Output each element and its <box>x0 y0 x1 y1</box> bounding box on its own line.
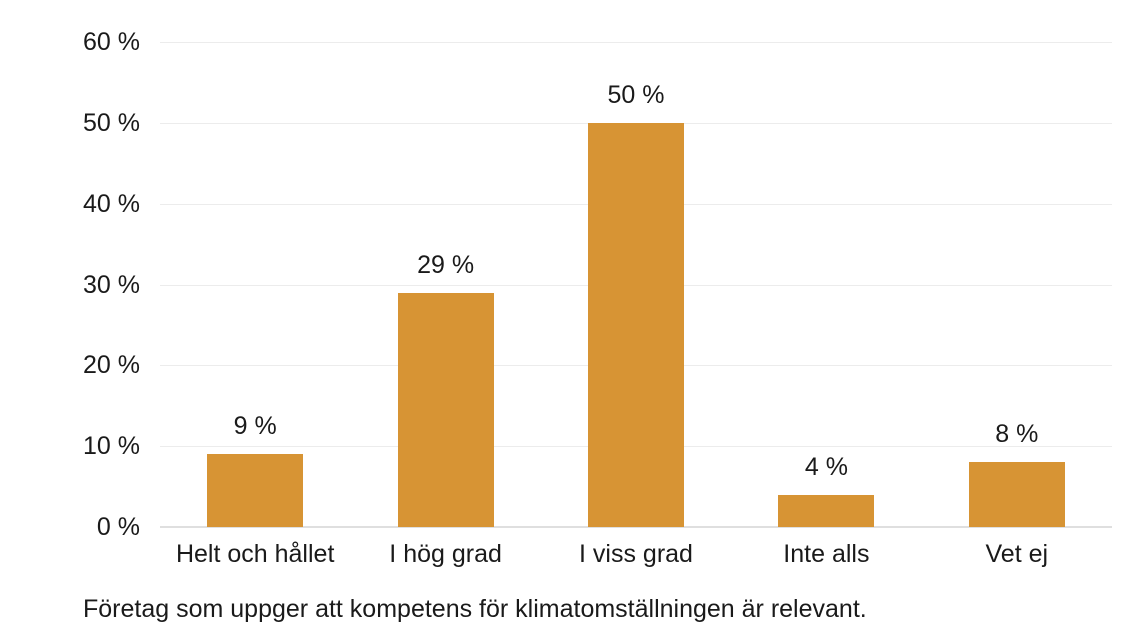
x-axis-category-label: I hög grad <box>389 540 502 568</box>
bar <box>968 462 1065 527</box>
bar-value-label: 50 % <box>607 80 665 109</box>
gridline <box>160 42 1112 43</box>
y-axis-tick-label: 60 % <box>83 28 140 56</box>
y-axis-tick-label: 10 % <box>83 432 140 461</box>
x-axis-line <box>160 526 1112 528</box>
bar <box>207 454 304 527</box>
bar-value-label: 9 % <box>233 412 277 441</box>
bar-value-label: 8 % <box>995 420 1039 449</box>
x-axis-category-label: Inte alls <box>783 540 870 568</box>
bar <box>588 122 684 527</box>
bar-value-label: 29 % <box>417 250 475 279</box>
bar <box>778 494 875 527</box>
bar <box>397 292 494 527</box>
chart-caption: Företag som uppger att kompetens för kli… <box>83 595 867 623</box>
x-axis-category-label: Helt och hållet <box>175 540 335 568</box>
y-axis-tick-label: 0 % <box>96 513 140 541</box>
y-axis-tick-label: 50 % <box>83 108 140 137</box>
bar-value-label: 4 % <box>804 452 848 481</box>
x-axis-category-label: I viss grad <box>579 540 693 568</box>
y-axis-tick-label: 30 % <box>83 270 140 299</box>
plot-area: 9 % 29 % 50 % 4 % 8 % <box>160 42 1112 528</box>
x-axis-category-label: Vet ej <box>985 540 1049 568</box>
y-axis-tick-label: 20 % <box>83 351 140 380</box>
y-axis-tick-label: 40 % <box>83 189 140 218</box>
